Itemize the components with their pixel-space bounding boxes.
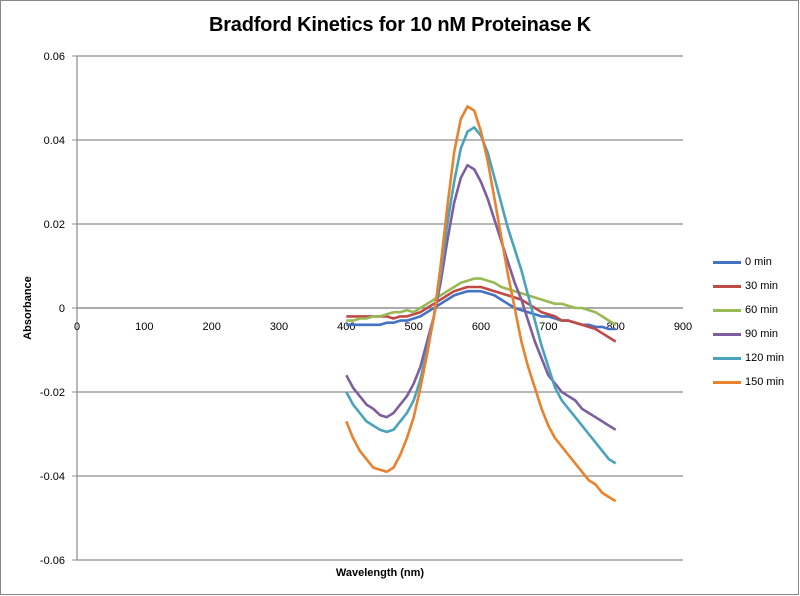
legend-label: 120 min xyxy=(745,352,785,364)
x-tick-label: 900 xyxy=(674,321,692,333)
legend-swatch-icon xyxy=(713,308,741,312)
legend-item: 0 min xyxy=(713,250,784,274)
x-tick-label: 100 xyxy=(135,321,153,333)
legend-label: 90 min xyxy=(745,328,779,340)
y-axis-ticks: 0.06 0.04 0.02 0 -0.02 -0.04 -0.06 xyxy=(40,51,65,567)
series-line-60-min xyxy=(346,277,617,326)
series-line-120-min xyxy=(345,126,617,465)
data-series xyxy=(345,105,617,503)
series-line-150-min xyxy=(345,105,617,503)
series-line-90-min xyxy=(345,163,617,431)
x-tick-label: 200 xyxy=(202,321,220,333)
y-tick-label: -0.06 xyxy=(40,555,65,567)
x-tick-label: 600 xyxy=(472,321,490,333)
x-tick-label: 500 xyxy=(404,321,422,333)
legend-label: 60 min xyxy=(745,304,779,316)
chart-title: Bradford Kinetics for 10 nM Proteinase K xyxy=(208,14,592,36)
legend-swatch-icon xyxy=(713,380,741,384)
x-tick-label: 400 xyxy=(337,321,355,333)
y-tick-label: -0.04 xyxy=(40,471,65,483)
y-tick-label: -0.02 xyxy=(40,387,65,399)
legend-swatch-icon xyxy=(713,284,741,288)
legend-item: 90 min xyxy=(713,322,784,346)
x-axis-title: Wavelength (nm) xyxy=(336,567,425,579)
series-line-30-min xyxy=(346,285,617,343)
legend-label: 30 min xyxy=(745,280,779,292)
legend-label: 0 min xyxy=(745,256,772,268)
y-tick-label: 0.06 xyxy=(44,51,65,63)
legend-swatch-icon xyxy=(713,260,741,264)
axes xyxy=(72,55,683,561)
y-axis-title: Absorbance xyxy=(22,276,34,340)
legend-item: 30 min xyxy=(713,274,784,298)
x-tick-label: 300 xyxy=(270,321,288,333)
legend-item: 150 min xyxy=(713,370,784,394)
x-tick-label: 800 xyxy=(606,321,624,333)
y-tick-label: 0.04 xyxy=(44,135,65,147)
legend-item: 120 min xyxy=(713,346,784,370)
x-tick-label: 0 xyxy=(74,321,80,333)
y-tick-label: 0 xyxy=(59,303,65,315)
legend-swatch-icon xyxy=(713,356,741,360)
y-tick-label: 0.02 xyxy=(44,219,65,231)
legend-label: 150 min xyxy=(745,376,785,388)
x-axis-ticks: 0 100 200 300 400 500 600 700 800 900 xyxy=(74,321,692,333)
legend-swatch-icon xyxy=(713,332,741,336)
legend-item: 60 min xyxy=(713,298,784,322)
legend: 0 min 30 min 60 min 90 min 120 min 150 min xyxy=(713,250,784,394)
x-tick-label: 700 xyxy=(539,321,557,333)
